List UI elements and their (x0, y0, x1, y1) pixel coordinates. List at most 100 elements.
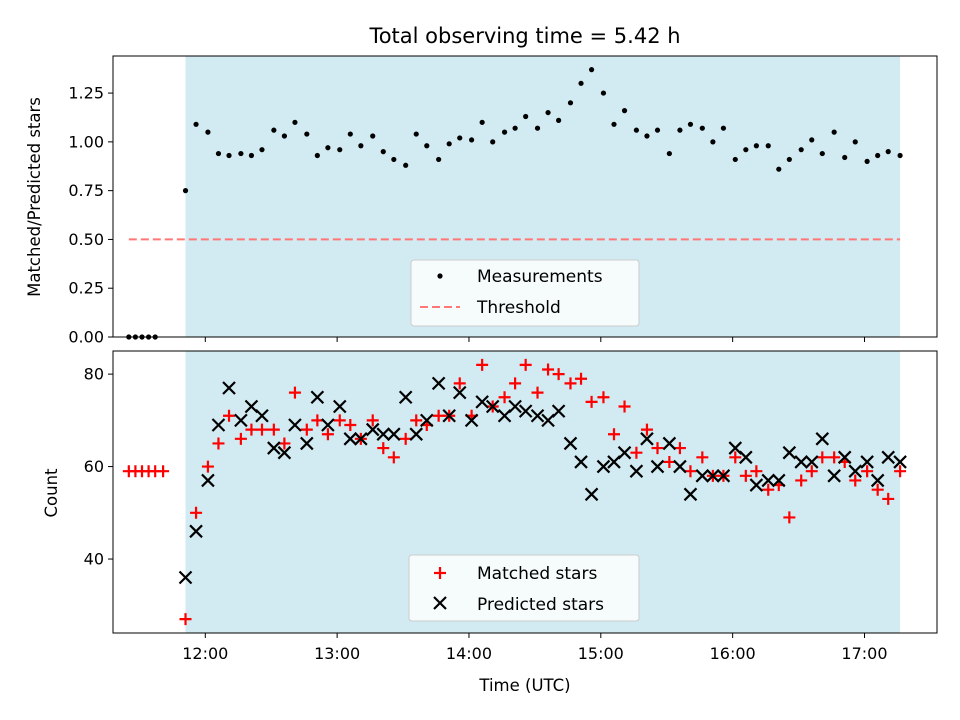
measurement-point (457, 135, 463, 141)
predicted-star-marker (881, 450, 895, 465)
matched-star-marker (300, 423, 313, 436)
matched-star-marker (828, 451, 841, 464)
predicted-star-marker (310, 390, 325, 405)
top-y-tick-label: 0.50 (68, 230, 104, 249)
top-axes-frame (112, 55, 938, 338)
matched-star-marker (476, 358, 489, 371)
measurement-point (786, 156, 792, 163)
matched-star-marker (531, 386, 544, 399)
matched-star-marker (321, 428, 334, 441)
predicted-star-marker (189, 524, 203, 539)
predicted-star-marker (409, 427, 424, 441)
measurement-point (578, 80, 584, 86)
predicted-star-marker (508, 399, 522, 414)
measurement-points (126, 67, 903, 340)
top-y-axis-label: Matched/Predicted stars (25, 97, 44, 297)
predicted-star-marker (893, 455, 907, 469)
predicted-star-marker (267, 441, 281, 455)
legend-measurement-marker (437, 273, 443, 279)
predicted-star-marker (178, 570, 193, 585)
top-x-ticks (204, 337, 865, 342)
x-tick-label: 15:00 (578, 644, 624, 663)
top-panel: 0.00 0.25 0.50 0.75 1.00 1.25 Matched/Predict… (25, 55, 938, 347)
predicted-star-marker (640, 432, 654, 446)
predicted-star-marker (376, 427, 391, 441)
matched-star-marker (212, 437, 225, 450)
matched-star-marker (607, 428, 620, 441)
legend-predicted-marker (433, 596, 447, 610)
matched-star-marker (575, 372, 588, 385)
measurement-point (743, 147, 749, 153)
measurement-point (490, 139, 496, 145)
matched-star-marker (597, 391, 610, 404)
predicted-star-marker (662, 436, 677, 451)
matched-star-marker (366, 414, 379, 427)
matched-star-marker (673, 442, 686, 455)
matched-star-marker (432, 409, 445, 422)
chart-title: Total observing time = 5.42 h (368, 24, 680, 48)
matched-star-marker (762, 483, 775, 496)
top-legend: Measurements Threshold (410, 259, 640, 327)
measurement-point (403, 162, 409, 168)
matched-star-marker (684, 465, 697, 478)
matched-star-marker (729, 451, 742, 464)
matched-star-marker (179, 613, 192, 626)
matched-star-marker (564, 377, 577, 390)
predicted-star-marker (804, 455, 819, 469)
predicted-star-markers (178, 376, 907, 585)
legend-measurements-label: Measurements (477, 267, 603, 287)
predicted-star-marker (683, 487, 698, 502)
predicted-star-marker (398, 390, 413, 405)
measurement-point (358, 143, 364, 149)
matched-star-marker (311, 414, 324, 427)
measurement-point (809, 137, 815, 143)
measurement-point (347, 131, 353, 137)
matched-star-marker (498, 391, 511, 404)
predicted-star-marker (837, 450, 852, 465)
predicted-star-marker (387, 427, 401, 441)
x-axis-label: Time (UTC) (478, 676, 570, 695)
measurement-point (424, 143, 430, 149)
top-y-tick-label: 1.00 (68, 132, 104, 151)
bottom-y-ticks: 40 60 80 (84, 365, 113, 569)
measurement-point (271, 127, 277, 133)
measurement-point (842, 154, 848, 161)
measurement-point (337, 147, 343, 153)
measurement-point (215, 150, 222, 157)
measurement-point (644, 133, 650, 139)
matched-star-marker (453, 377, 466, 390)
matched-star-marker (344, 418, 357, 431)
x-tick-label: 12:00 (182, 644, 228, 663)
predicted-star-marker (431, 376, 446, 391)
matched-star-marker (663, 455, 676, 468)
measurement-point (666, 150, 672, 157)
top-y-tick-label: 0.25 (68, 279, 104, 298)
matched-star-marker (223, 409, 236, 422)
x-tick-label: 16:00 (710, 644, 756, 663)
matched-star-marker (234, 432, 247, 445)
measurement-point (819, 150, 825, 157)
measurement-point (699, 125, 705, 131)
predicted-star-marker (343, 432, 358, 446)
measurement-point (325, 145, 331, 151)
predicted-star-marker (452, 385, 467, 400)
predicted-star-marker (420, 413, 434, 428)
predicted-star-marker (475, 395, 489, 409)
measurement-point (732, 156, 738, 163)
matched-star-marker (190, 506, 203, 519)
measurement-point (687, 121, 694, 127)
predicted-star-marker (563, 436, 578, 451)
measurement-point (380, 149, 386, 155)
predicted-star-marker (574, 455, 588, 469)
predicted-star-marker (848, 464, 863, 478)
x-tick-label: 17:00 (841, 644, 887, 663)
predicted-star-marker (617, 445, 632, 460)
measurement-point (304, 131, 310, 137)
matched-star-marker (882, 492, 895, 505)
measurement-point (436, 156, 442, 163)
matched-star-markers (122, 358, 907, 626)
measurement-point (469, 137, 475, 143)
measurement-point (523, 113, 529, 120)
matched-star-marker (255, 423, 268, 436)
predicted-star-marker (464, 413, 479, 428)
